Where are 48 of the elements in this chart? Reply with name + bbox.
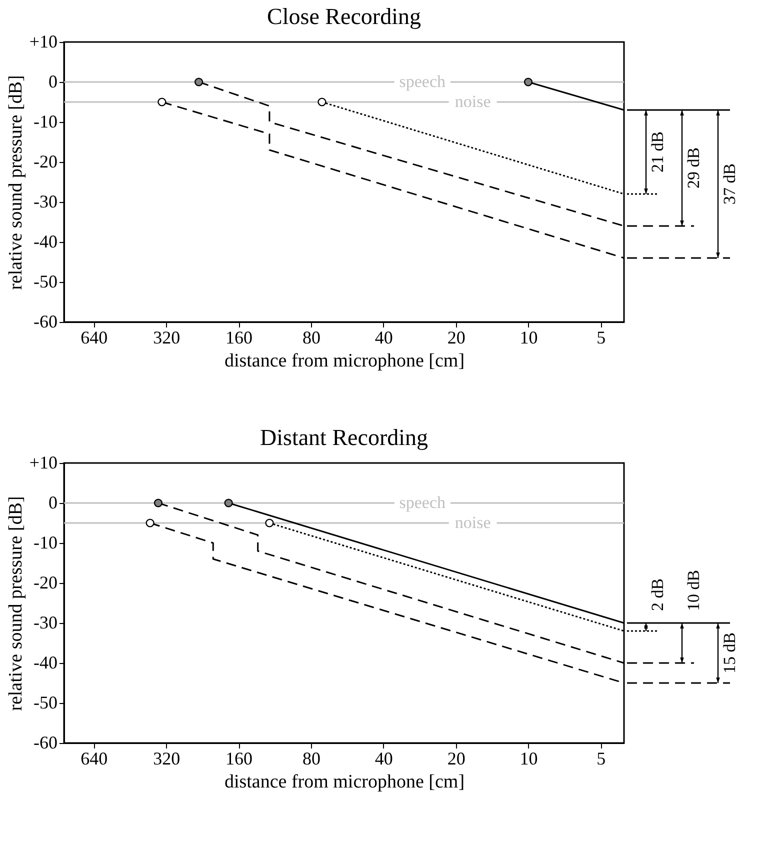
y-tick-label: 0 xyxy=(48,492,58,512)
x-tick-label: 40 xyxy=(374,328,393,348)
y-tick-label: +10 xyxy=(29,32,58,52)
y-tick-label: -40 xyxy=(34,232,58,252)
x-tick-label: 160 xyxy=(226,328,253,348)
x-tick-label: 80 xyxy=(302,328,320,348)
y-tick-label: -60 xyxy=(34,732,58,752)
y-tick-label: -60 xyxy=(34,312,58,332)
y-tick-label: -30 xyxy=(34,612,58,632)
y-tick-label: -20 xyxy=(34,152,58,172)
y-axis-title: relative sound pressure [dB] xyxy=(5,496,26,711)
text: 29 dB xyxy=(684,147,703,189)
x-tick-label: 40 xyxy=(374,748,393,768)
chart-title: Close Recording xyxy=(267,4,422,29)
x-tick-label: 640 xyxy=(80,328,108,348)
y-tick-label: -50 xyxy=(34,692,58,712)
x-tick-label: 320 xyxy=(153,748,180,768)
text: 10 dB xyxy=(684,570,703,611)
text: 15 dB xyxy=(720,632,739,674)
ref-line-label: noise xyxy=(454,513,491,532)
x-tick-label: 20 xyxy=(447,748,466,768)
x-tick-label: 10 xyxy=(520,748,538,768)
text: 37 dB xyxy=(720,163,739,205)
text: 2 dB xyxy=(648,578,667,611)
y-tick-label: -50 xyxy=(34,272,58,292)
y-tick-label: -10 xyxy=(34,532,58,552)
y-tick-label: 0 xyxy=(48,72,58,92)
y-tick-label: -20 xyxy=(34,572,58,592)
ref-line-label: speech xyxy=(399,72,446,91)
x-tick-label: 5 xyxy=(596,748,606,768)
chart-title: Distant Recording xyxy=(260,425,428,450)
x-axis-title: distance from microphone [cm] xyxy=(224,772,465,792)
x-tick-label: 640 xyxy=(80,748,108,768)
y-tick-label: -30 xyxy=(34,192,58,212)
y-tick-label: +10 xyxy=(29,452,58,472)
text: 21 dB xyxy=(648,131,667,173)
y-tick-label: -40 xyxy=(34,652,58,672)
ref-line-label: noise xyxy=(454,92,491,111)
x-tick-label: 80 xyxy=(302,748,320,768)
y-tick-label: -10 xyxy=(34,112,58,132)
x-tick-label: 320 xyxy=(153,328,180,348)
x-tick-label: 5 xyxy=(596,328,606,348)
ref-line-label: speech xyxy=(399,493,446,512)
x-tick-label: 10 xyxy=(520,328,538,348)
x-axis-title: distance from microphone [cm] xyxy=(224,350,465,372)
x-tick-label: 160 xyxy=(226,748,253,768)
x-tick-label: 20 xyxy=(447,328,466,348)
y-axis-title: relative sound pressure [dB] xyxy=(5,75,26,290)
